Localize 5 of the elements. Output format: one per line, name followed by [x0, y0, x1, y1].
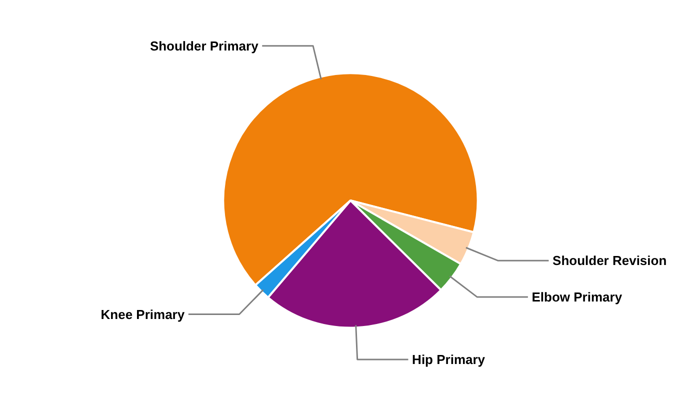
slice-label: Elbow Primary	[532, 289, 623, 304]
slice-label: Shoulder Revision	[552, 253, 667, 268]
slice-label: Knee Primary	[100, 306, 186, 322]
slice-label: Hip Primary	[412, 352, 486, 367]
slice-label: Shoulder Primary	[150, 38, 260, 54]
